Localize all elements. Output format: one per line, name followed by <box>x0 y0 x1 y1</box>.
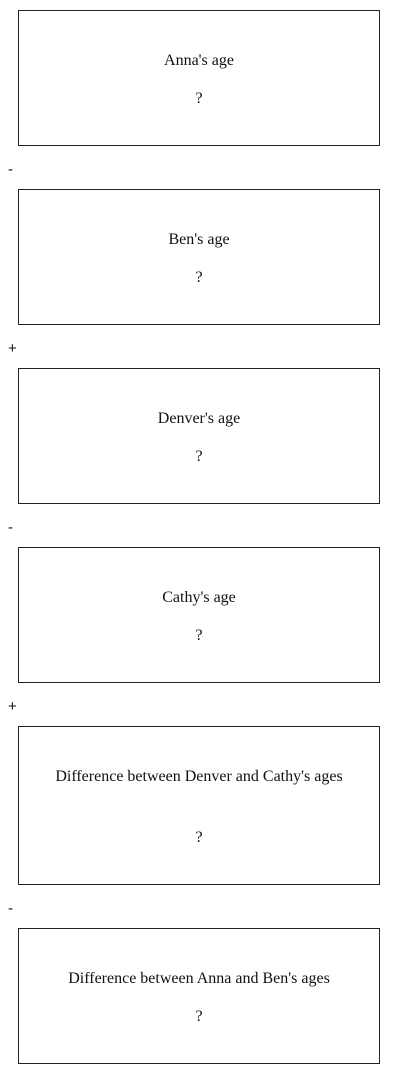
operator-plus: + <box>8 698 17 715</box>
operator-plus: + <box>8 340 17 357</box>
box-label: Anna's age <box>164 52 234 69</box>
age-box-denver: Denver's age ? <box>18 368 380 504</box>
difference-box-anna-ben: Difference between Anna and Ben's ages ? <box>18 928 380 1064</box>
operator-minus: - <box>8 161 13 178</box>
box-label: Difference between Anna and Ben's ages <box>68 970 330 987</box>
box-value: ? <box>195 90 203 107</box>
box-value: ? <box>195 448 203 465</box>
operator-minus: - <box>8 900 13 917</box>
difference-box-denver-cathy: Difference between Denver and Cathy's ag… <box>18 726 380 885</box>
operator-minus: - <box>8 519 13 536</box>
box-label: Cathy's age <box>162 589 236 606</box>
box-label: Denver's age <box>157 410 241 427</box>
box-value: ? <box>195 627 203 644</box>
age-box-cathy: Cathy's age ? <box>18 547 380 683</box>
box-value: ? <box>195 269 203 286</box>
age-box-ben: Ben's age ? <box>18 189 380 325</box>
box-label: Ben's age <box>168 231 230 248</box>
box-value: ? <box>195 829 203 846</box>
box-value: ? <box>195 1008 203 1025</box>
age-box-anna: Anna's age ? <box>18 10 380 146</box>
box-label: Difference between Denver and Cathy's ag… <box>55 768 343 785</box>
